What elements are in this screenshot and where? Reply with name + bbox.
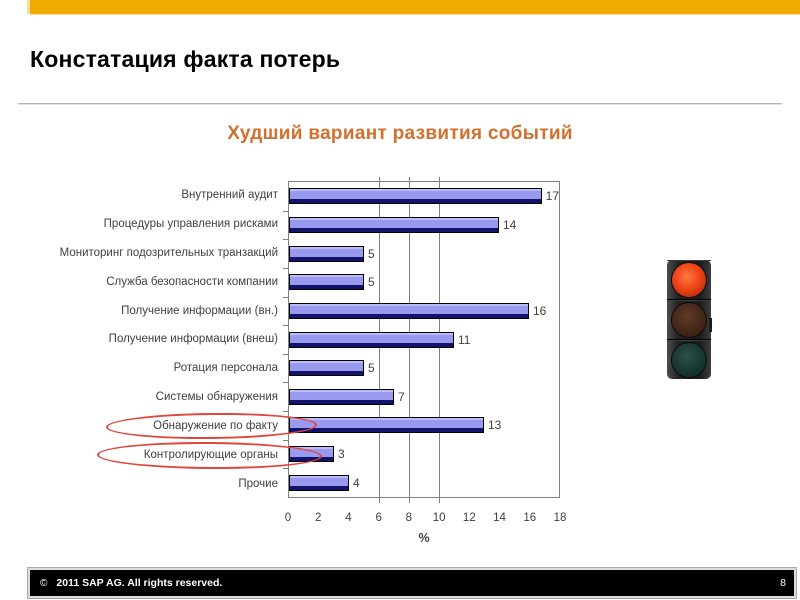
category-label: Системы обнаружения [155, 391, 278, 404]
x-tick-label: 16 [523, 512, 537, 524]
bar-value-label: 5 [368, 361, 375, 376]
bar [289, 245, 364, 262]
category-axis-tick [283, 353, 289, 355]
bar [289, 360, 364, 377]
bar-value-label: 16 [533, 303, 547, 318]
category-label: Обнаружение по факту [153, 419, 278, 432]
red-lamp-lit-icon [672, 262, 706, 297]
bar-row: 4 [289, 468, 559, 497]
category-labels: Внутренний аудит Процедуры управления рис… [40, 181, 283, 498]
x-axis-label: % [418, 531, 430, 545]
bar [289, 417, 484, 434]
plot-area: 17 14 5 5 16 11 5 7 13 3 4 [283, 177, 560, 503]
bar-row: 5 [289, 239, 559, 268]
traffic-light-mount-tab [709, 318, 712, 332]
category-axis-tick [283, 468, 289, 470]
axis-tick [439, 497, 440, 503]
plot-rows: 17 14 5 5 16 11 5 7 13 3 4 [289, 182, 559, 497]
bar-value-label: 7 [398, 389, 405, 404]
traffic-light-section [667, 260, 711, 300]
category-axis-tick [283, 325, 289, 327]
bar-row: 3 [289, 440, 559, 469]
category-label: Внутренний аудит [181, 189, 278, 202]
traffic-light-image [666, 260, 712, 380]
category-axis-tick [283, 382, 289, 384]
bar [289, 302, 529, 319]
category-axis-tick [283, 210, 289, 212]
x-tick-label: 4 [345, 512, 352, 524]
category-label: Получение информации (вн.) [121, 304, 278, 317]
bar [289, 274, 364, 291]
axis-tick [439, 177, 440, 182]
bar-row: 5 [289, 354, 559, 383]
page-title: Констатация факта потерь [30, 46, 341, 72]
category-axis-tick [283, 296, 289, 298]
bar-row: 17 [289, 182, 559, 211]
bar [289, 446, 334, 463]
category-axis-tick [283, 411, 289, 413]
traffic-light-section [667, 300, 711, 340]
category-label: Служба безопасности компании [106, 275, 278, 288]
bar-row: 11 [289, 325, 559, 354]
bar-value-label: 14 [503, 217, 517, 232]
category-axis-tick [283, 267, 289, 269]
bar [289, 388, 394, 405]
bar-row: 14 [289, 211, 559, 240]
footer-copyright: © 2011 SAP AG. All rights reserved. [40, 577, 222, 589]
category-label: Ротация персонала [173, 362, 278, 375]
bar-value-label: 3 [338, 447, 345, 462]
axis-tick [409, 497, 410, 503]
axis-tick [409, 177, 410, 182]
amber-lamp-off-icon [672, 302, 706, 337]
category-axis-tick [283, 439, 289, 441]
axis-tick [379, 177, 380, 182]
title-divider [18, 103, 782, 105]
x-axis-ticks: 0 2 4 6 8 10 12 14 16 18 [284, 512, 567, 526]
category-axis-tick [283, 239, 289, 241]
x-tick-label: 18 [553, 512, 567, 524]
bar [289, 188, 542, 205]
x-tick-label: 12 [462, 512, 476, 524]
x-tick-label: 0 [284, 512, 292, 524]
x-tick-label: 6 [375, 512, 382, 524]
category-label: Контролирующие органы [143, 448, 278, 461]
traffic-light-section [667, 340, 711, 379]
bar-value-label: 11 [458, 332, 471, 347]
category-label: Процедуры управления рисками [103, 218, 278, 231]
x-tick-label: 8 [405, 512, 413, 524]
bar-value-label: 5 [368, 275, 375, 290]
bar-row: 13 [289, 411, 559, 440]
bar-value-label: 13 [488, 418, 502, 433]
copyright-icon: © [40, 577, 48, 589]
green-lamp-off-icon [672, 342, 706, 377]
bar-row: 7 [289, 382, 559, 411]
page-number: 8 [780, 577, 786, 589]
category-label: Мониторинг подозрительных транзакций [59, 247, 278, 260]
top-accent-bar [27, 0, 800, 15]
bar [289, 474, 349, 491]
bar-row: 16 [289, 297, 559, 326]
chart-title: Худший вариант развития событий [227, 123, 573, 144]
x-tick-label: 14 [493, 512, 506, 524]
bar [289, 331, 454, 348]
category-label: Получение информации (внеш) [108, 333, 278, 346]
bar-value-label: 4 [353, 475, 360, 490]
category-label: Прочие [238, 477, 278, 490]
x-tick-label: 2 [315, 512, 322, 524]
bar-row: 5 [289, 268, 559, 297]
footer-bar: © 2011 SAP AG. All rights reserved. 8 [27, 567, 797, 599]
traffic-light-body [667, 260, 711, 379]
bar-value-label: 5 [368, 246, 375, 261]
bar-value-label: 17 [545, 189, 559, 204]
axis-tick [379, 497, 380, 503]
x-tick-label: 10 [432, 512, 446, 524]
bar [289, 216, 499, 233]
copyright-text: 2011 SAP AG. All rights reserved. [56, 577, 223, 589]
